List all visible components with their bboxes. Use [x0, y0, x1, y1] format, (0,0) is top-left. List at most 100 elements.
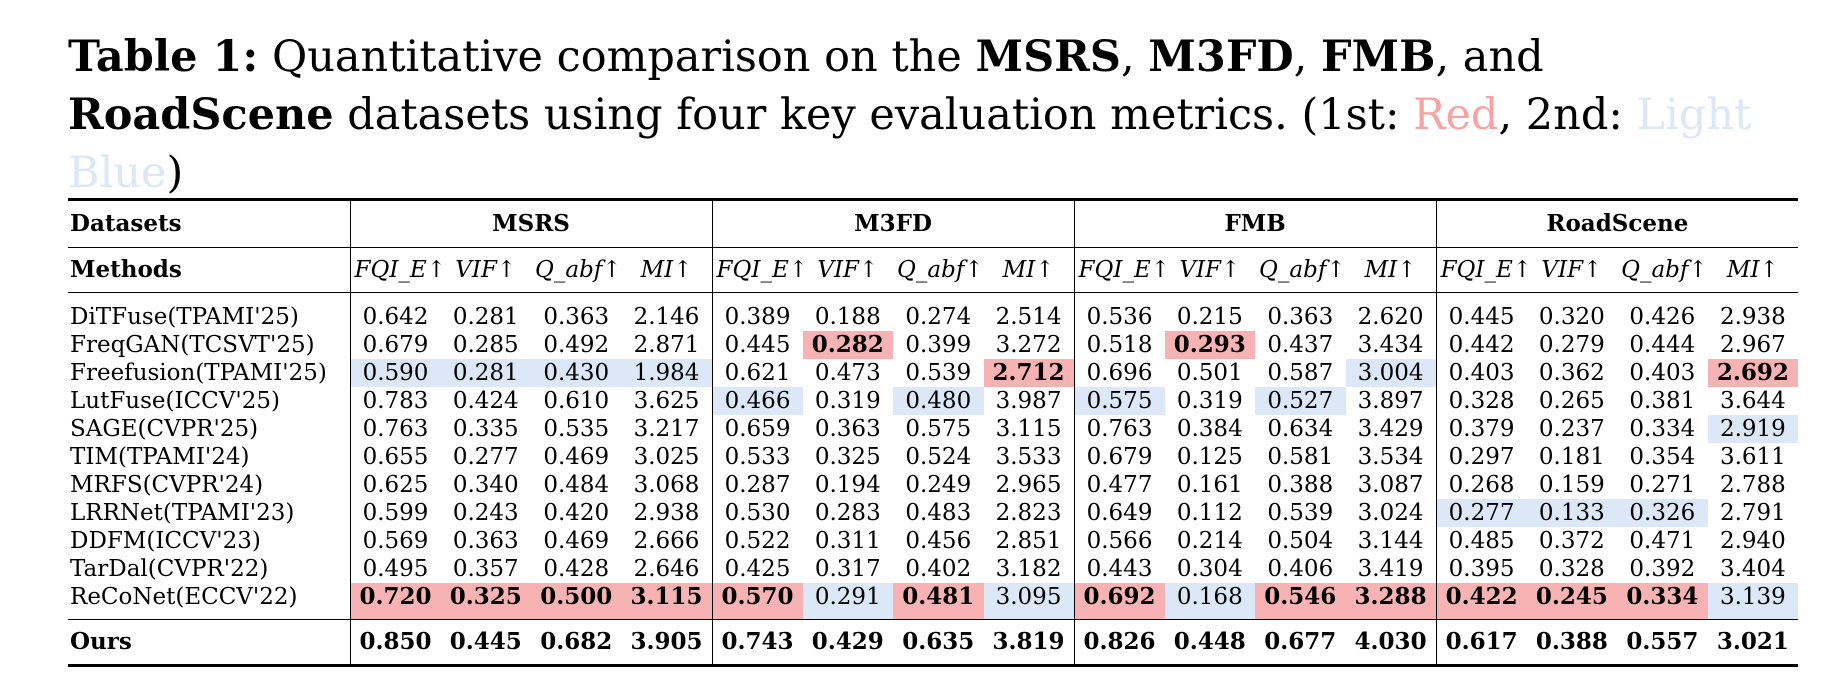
table-row: ReCoNet(ECCV'22) 0.720 0.325 0.500 3.115 0.57… — [68, 583, 1799, 620]
value-cell: 3.025 — [633, 444, 700, 470]
table-row: TarDal(CVPR'22) 0.495 0.357 0.428 2.646 0.425… — [68, 555, 1798, 583]
value-cell: 3.288 — [1345, 583, 1437, 620]
value-cell: 0.319 — [1176, 388, 1243, 414]
value-cell: 2.646 — [633, 556, 700, 582]
value-cell: 0.437 — [1267, 332, 1334, 358]
value-cell: 0.430 — [531, 359, 622, 387]
value-cell: 0.334 — [1617, 583, 1708, 620]
value-cell: 0.403 — [1435, 359, 1527, 387]
method-name: TIM(TPAMI'24) — [70, 444, 250, 470]
value-cell: 0.363 — [452, 528, 519, 554]
value-cell: 0.188 — [814, 304, 881, 330]
value-cell: 0.181 — [1538, 444, 1605, 470]
value-cell: 0.642 — [349, 292, 441, 331]
value-cell: 0.388 — [1526, 619, 1618, 667]
value-cell: 0.271 — [1629, 472, 1696, 498]
dataset-header: RoadScene — [1435, 198, 1799, 248]
value-cell: 0.535 — [543, 416, 610, 442]
value-cell: 3.115 — [621, 583, 713, 620]
value-cell: 0.522 — [711, 527, 803, 555]
dataset-header: M3FD — [711, 198, 1075, 248]
value-cell: 0.388 — [1267, 472, 1334, 498]
value-cell: 3.905 — [621, 619, 713, 667]
value-cell: 0.420 — [543, 500, 610, 526]
table-row: Freefusion(TPAMI'25) 0.590 0.281 0.430 1.984… — [68, 359, 1799, 387]
value-cell: 0.426 — [1629, 304, 1696, 330]
value-cell: 0.477 — [1073, 471, 1165, 499]
value-cell: 3.115 — [995, 416, 1062, 442]
value-cell: 3.139 — [1707, 583, 1799, 620]
value-cell: 0.214 — [1176, 528, 1243, 554]
value-cell: 0.448 — [1164, 619, 1256, 667]
value-cell: 3.644 — [1719, 388, 1786, 414]
value-cell: 0.249 — [905, 472, 972, 498]
caption-dataset: M3FD — [1148, 32, 1294, 82]
value-cell: 0.679 — [1073, 443, 1165, 471]
metric-header: VIF↑ — [1526, 247, 1618, 293]
value-cell: 0.168 — [1164, 583, 1256, 620]
value-cell: 0.363 — [543, 304, 610, 330]
value-cell: 0.471 — [1629, 528, 1696, 554]
value-cell: 0.466 — [711, 387, 803, 415]
value-cell: 0.445 — [1435, 292, 1527, 331]
metric-header: VIF↑ — [802, 247, 894, 293]
value-cell: 0.317 — [814, 556, 881, 582]
metric-header: FQI_E↑ — [349, 247, 446, 293]
value-cell: 2.788 — [1719, 472, 1786, 498]
value-cell: 0.304 — [1176, 556, 1243, 582]
value-cell: 0.372 — [1538, 528, 1605, 554]
caption-text: ) — [166, 148, 184, 198]
value-cell: 2.851 — [995, 528, 1062, 554]
value-cell: 0.500 — [531, 583, 622, 620]
value-cell: 0.291 — [802, 583, 894, 620]
value-cell: 0.692 — [1073, 583, 1165, 620]
value-cell: 0.363 — [814, 416, 881, 442]
value-cell: 0.326 — [1617, 499, 1708, 527]
value-cell: 2.791 — [1719, 500, 1786, 526]
table-caption: Table 1: Quantitative comparison on the … — [68, 28, 1808, 202]
method-name: SAGE(CVPR'25) — [70, 416, 259, 442]
value-cell: 0.340 — [452, 472, 519, 498]
metric-header: Q_abf↑ — [893, 247, 984, 293]
value-cell: 0.277 — [1435, 499, 1527, 527]
value-cell: 0.422 — [1435, 583, 1527, 620]
value-cell: 0.696 — [1073, 359, 1165, 387]
value-cell: 0.328 — [1538, 556, 1605, 582]
metric-header: MI↑ — [1707, 247, 1799, 293]
value-cell: 0.557 — [1617, 619, 1708, 667]
value-cell: 0.283 — [814, 500, 881, 526]
value-cell: 0.379 — [1435, 415, 1527, 443]
metric-header: VIF↑ — [1164, 247, 1256, 293]
value-cell: 2.823 — [995, 500, 1062, 526]
datasets-label: Datasets — [68, 198, 350, 248]
value-cell: 0.399 — [905, 332, 972, 358]
value-cell: 0.590 — [349, 359, 441, 387]
value-cell: 0.133 — [1526, 499, 1618, 527]
table-row: SAGE(CVPR'25) 0.763 0.335 0.535 3.217 0.659 0.… — [68, 415, 1799, 443]
caption-dataset: MSRS — [975, 32, 1121, 82]
value-cell: 0.649 — [1073, 499, 1165, 527]
value-cell: 0.581 — [1267, 444, 1334, 470]
value-cell: 0.484 — [543, 472, 610, 498]
value-cell: 0.125 — [1176, 444, 1243, 470]
value-cell: 0.599 — [349, 499, 441, 527]
value-cell: 3.144 — [1357, 528, 1424, 554]
header-row-datasets: Datasets MSRS M3FD FMB RoadScene — [68, 198, 1799, 248]
value-cell: 0.473 — [814, 360, 881, 386]
value-cell: 0.495 — [349, 555, 441, 583]
value-cell: 0.566 — [1073, 527, 1165, 555]
value-cell: 0.279 — [1538, 332, 1605, 358]
value-cell: 0.320 — [1538, 304, 1605, 330]
value-cell: 3.987 — [995, 388, 1062, 414]
value-cell: 0.243 — [452, 500, 519, 526]
value-cell: 0.194 — [814, 472, 881, 498]
value-cell: 0.469 — [543, 444, 610, 470]
caption-text: datasets using four key evaluation metri… — [333, 90, 1414, 140]
value-cell: 0.282 — [802, 331, 894, 359]
value-cell: 3.024 — [1357, 500, 1424, 526]
value-cell: 0.826 — [1073, 619, 1165, 667]
value-cell: 3.021 — [1707, 619, 1799, 667]
value-cell: 0.363 — [1267, 304, 1334, 330]
value-cell: 2.514 — [995, 304, 1062, 330]
methods-label: Methods — [68, 247, 350, 293]
